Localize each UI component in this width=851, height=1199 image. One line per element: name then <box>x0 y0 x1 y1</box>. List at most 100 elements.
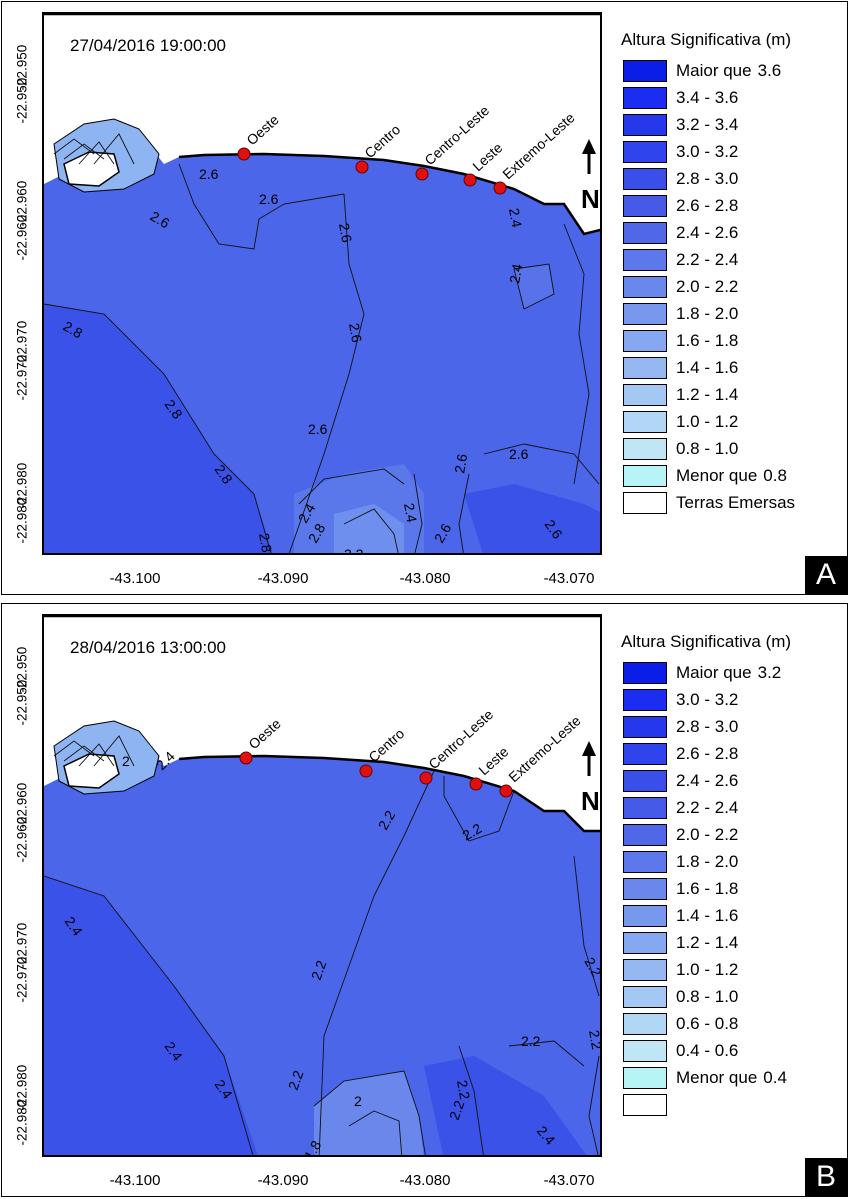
legend-item: 0.6 - 0.8 <box>621 1011 847 1038</box>
legend-item: 0.4 - 0.6 <box>621 1038 847 1065</box>
station-marker[interactable] <box>237 147 251 161</box>
contour-label: 2.2 <box>521 1033 541 1049</box>
station-marker[interactable] <box>359 764 373 778</box>
timestamp: 28/04/2016 13:00:00 <box>70 638 226 657</box>
contour-label: 2.2 <box>446 1098 468 1122</box>
map-b-svg: 2.422.2 2.22.42.22.22.42.4 2.2 2.22.22 2.21.… <box>44 616 600 1158</box>
legend-item: 2.8 - 3.0 <box>621 166 847 193</box>
legend-item: Menor que 0.8 <box>621 463 847 490</box>
legend-swatch <box>623 114 667 136</box>
deep-sea-region <box>464 484 600 553</box>
legend-item: 1.4 - 1.6 <box>621 903 847 930</box>
legend-label: Menor que 0.8 <box>676 466 787 485</box>
legend-label: 1.2 - 1.4 <box>676 933 739 952</box>
legend-label: 0.4 - 0.6 <box>676 1041 739 1060</box>
x-tick: -43.080 <box>399 570 451 587</box>
north-arrow-icon: N <box>581 741 600 816</box>
station-marker[interactable] <box>415 167 429 181</box>
contour-label: 2.6 <box>308 421 328 437</box>
legend-swatch <box>623 141 667 163</box>
contour-label: 2 <box>122 753 130 769</box>
legend-swatch <box>623 743 667 765</box>
legend-item: 2.4 - 2.6 <box>621 220 847 247</box>
legend-item: 2.0 - 2.2 <box>621 822 847 849</box>
station-marker[interactable] <box>499 784 513 798</box>
legend-swatch <box>623 1040 667 1062</box>
legend-swatch <box>623 770 667 792</box>
y-tick: -22.950 <box>14 679 30 726</box>
contour-lines <box>44 735 600 1155</box>
legend-swatch <box>623 1094 667 1116</box>
legend-item: Maior que 3.6 <box>621 58 847 85</box>
shallow-region <box>334 504 404 553</box>
legend-swatch <box>623 1067 667 1089</box>
timestamp: 27/04/2016 19:00:00 <box>70 36 226 55</box>
station-marker[interactable] <box>239 751 253 765</box>
north-label: N <box>581 184 600 214</box>
legend-swatch <box>623 276 667 298</box>
legend-item: 0.8 - 1.0 <box>621 436 847 463</box>
contour-label: 2.6 <box>346 322 365 344</box>
legend-swatch <box>623 303 667 325</box>
legend-item: 1.6 - 1.8 <box>621 876 847 903</box>
legend-title: Altura Significativa (m) <box>621 632 792 651</box>
legend-label: Maior que 3.2 <box>676 663 782 682</box>
legend-item: 2.8 - 3.0 <box>621 714 847 741</box>
x-tick: -43.080 <box>399 1172 451 1189</box>
legend-item: Menor que 0.4 <box>621 1065 847 1092</box>
legend-item <box>621 1092 847 1119</box>
panel-a: 2.6 2.6 2.6 2.6 2.4 2.4 2.6 2.8 2.6 2.8 2.8 2.6 2.6 2… <box>1 1 848 595</box>
station-marker[interactable] <box>419 771 433 785</box>
legend-label: Terras Emersas <box>676 493 796 512</box>
deep-sea-region <box>44 304 273 553</box>
legend-label: 1.4 - 1.6 <box>676 906 739 925</box>
legend-label: 2.6 - 2.8 <box>676 196 739 215</box>
legend-label: 1.2 - 1.4 <box>676 385 739 404</box>
legend-label: 2.0 - 2.2 <box>676 825 739 844</box>
legend-label: 0.6 - 0.8 <box>676 1014 739 1033</box>
legend-item: Maior que 3.2 <box>621 660 847 687</box>
panel-b: 2.4 2 2.2 2.2 2.4 2.2 2.2 2.4 2.4 2.2 2.2 2.2 2 2.2 1.… <box>1 603 848 1197</box>
north-arrow-icon: N <box>581 139 600 214</box>
legend-label: 2.2 - 2.4 <box>676 250 739 269</box>
legend-item: 1.8 - 2.0 <box>621 301 847 328</box>
contour-label: 2.8 <box>256 532 275 554</box>
coastline <box>44 616 600 833</box>
legend-title: Altura Significativa (m) <box>621 30 792 49</box>
legend-label: 2.2 - 2.4 <box>676 798 739 817</box>
legend-swatch <box>623 1013 667 1035</box>
land-mainland <box>44 14 600 234</box>
legend-swatch <box>623 330 667 352</box>
legend-swatch <box>623 222 667 244</box>
legend-item: 2.2 - 2.4 <box>621 795 847 822</box>
legend-item: 1.4 - 1.6 <box>621 355 847 382</box>
station-marker[interactable] <box>493 181 507 195</box>
contour-label: 2.4 <box>243 1155 267 1158</box>
legend-a: Altura Significativa (m) Maior que 3.6 3.4… <box>621 30 847 517</box>
map-a[interactable]: 2.6 2.6 2.6 2.6 2.4 2.4 2.6 2.8 2.6 2.8 2.8 2.6 2.6 2… <box>42 12 602 555</box>
legend-item: 2.6 - 2.8 <box>621 741 847 768</box>
station-marker[interactable] <box>355 160 369 174</box>
x-tick: -43.070 <box>543 1172 595 1189</box>
legend-label: 3.0 - 3.2 <box>676 142 739 161</box>
station-marker[interactable] <box>469 777 483 791</box>
legend-label: 1.8 - 2.0 <box>676 852 739 871</box>
legend-item: 3.0 - 3.2 <box>621 687 847 714</box>
contour-label: 2.2 <box>344 546 364 555</box>
legend-swatch <box>623 689 667 711</box>
legend-swatch <box>623 249 667 271</box>
legend-label: 1.4 - 1.6 <box>676 358 739 377</box>
y-tick: -22.970 <box>14 354 30 401</box>
legend-label: 2.4 - 2.6 <box>676 771 739 790</box>
panel-letter: B <box>805 1158 847 1196</box>
map-b[interactable]: 2.4 2 2.2 2.2 2.4 2.2 2.2 2.4 2.4 2.2 2.2 2.2 2 2.2 1.… <box>42 614 602 1157</box>
legend-item: 2.4 - 2.6 <box>621 768 847 795</box>
deep-sea-region <box>44 876 258 1155</box>
station-marker[interactable] <box>463 173 477 187</box>
y-tick: -22.960 <box>14 214 30 261</box>
legend-item: 2.2 - 2.4 <box>621 247 847 274</box>
island <box>63 151 120 187</box>
legend-swatch <box>623 492 667 514</box>
legend-swatch <box>623 905 667 927</box>
legend-swatch <box>623 411 667 433</box>
